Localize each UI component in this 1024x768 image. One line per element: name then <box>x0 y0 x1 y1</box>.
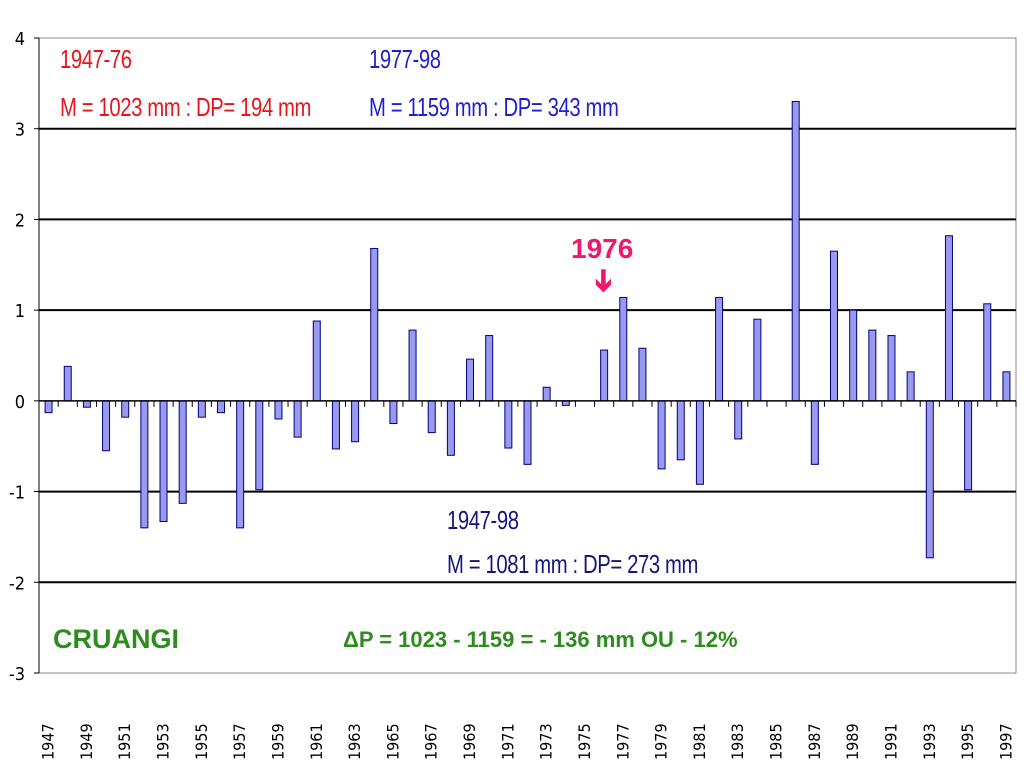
bar-1988 <box>830 250 839 402</box>
y-tick-label: -1 <box>9 483 25 504</box>
x-tick-label: 1973 <box>537 723 556 760</box>
x-tick-label: 1971 <box>498 723 517 760</box>
bar-1994 <box>944 235 953 402</box>
x-tick-label: 1997 <box>996 723 1015 760</box>
bar-1986 <box>791 101 800 402</box>
bar-1966 <box>408 329 417 402</box>
period2-stats: M = 1159 mm : DP= 343 mm <box>369 92 619 122</box>
marker-year-label: 1976 <box>571 233 634 264</box>
bar-1957 <box>236 400 245 529</box>
bar-1962 <box>331 400 340 450</box>
y-axis-ticks: 4 3 2 1 0 -1 -2 -3 <box>9 29 39 685</box>
x-tick-label: 1987 <box>805 723 824 760</box>
bar-1993 <box>925 400 934 559</box>
x-tick-label: 1967 <box>422 723 441 760</box>
period1-stats: M = 1023 mm : DP= 194 mm <box>60 92 312 122</box>
bars <box>44 101 1011 559</box>
y-tick-label: -3 <box>9 664 25 685</box>
bar-1979 <box>657 400 666 470</box>
bar-1954 <box>178 400 187 504</box>
bar-1956 <box>216 400 225 414</box>
bar-1989 <box>849 309 858 402</box>
bar-1987 <box>810 400 819 465</box>
x-tick-label: 1963 <box>345 723 364 760</box>
station-name: CRUANGI <box>53 624 179 654</box>
overall-title: 1947-98 <box>447 505 519 535</box>
bar-1965 <box>389 400 398 425</box>
x-tick-label: 1995 <box>958 723 977 760</box>
bar-1968 <box>446 400 455 456</box>
x-tick-label: 1991 <box>881 723 900 760</box>
bar-1981 <box>695 400 704 485</box>
bar-1947 <box>44 400 53 414</box>
y-tick-label: -2 <box>9 573 25 594</box>
y-tick-label: 2 <box>15 210 25 231</box>
x-tick-label: 1951 <box>115 723 134 760</box>
bar-1990 <box>868 329 877 402</box>
x-tick-label: 1953 <box>154 723 173 760</box>
bar-1976 <box>600 349 609 402</box>
bar-1984 <box>753 318 762 402</box>
bar-1997 <box>1002 371 1011 402</box>
period2-title: 1977-98 <box>369 44 441 74</box>
x-tick-label: 1965 <box>383 723 402 760</box>
bar-1970 <box>485 335 494 402</box>
x-tick-label: 1955 <box>192 723 211 760</box>
x-tick-label: 1949 <box>77 723 96 760</box>
x-tick-label: 1981 <box>690 723 709 760</box>
bar-1995 <box>964 400 973 491</box>
bar-1996 <box>983 303 992 402</box>
bar-1949 <box>82 400 91 408</box>
x-tick-label: 1961 <box>307 723 326 760</box>
bar-1978 <box>638 347 647 402</box>
x-tick-label: 1979 <box>652 723 671 760</box>
bar-1959 <box>274 400 283 420</box>
bar-1991 <box>887 335 896 402</box>
bar-1961 <box>312 320 321 402</box>
bar-1953 <box>159 400 168 523</box>
x-tick-label: 1977 <box>613 723 632 760</box>
x-tick-label: 1969 <box>460 723 479 760</box>
bar-1963 <box>351 400 360 443</box>
delta-precipitation: ΔP = 1023 - 1159 = - 136 mm OU - 12% <box>343 627 738 652</box>
bar-1967 <box>427 400 436 434</box>
overall-stats: M = 1081 mm : DP= 273 mm <box>447 549 699 579</box>
bar-1977 <box>619 296 628 402</box>
x-tick-label: 1947 <box>39 723 58 760</box>
bar-1969 <box>466 358 475 402</box>
y-tick-label: 0 <box>15 392 25 413</box>
x-tick-label: 1985 <box>767 723 786 760</box>
bar-1958 <box>255 400 264 491</box>
axes <box>38 38 1017 673</box>
bar-1983 <box>734 400 743 440</box>
x-tick-label: 1957 <box>230 723 249 760</box>
bar-1948 <box>63 365 72 402</box>
x-axis-ticks: 1947 1949 1951 1953 1955 1957 1959 1961 1963 1965… <box>39 723 1016 760</box>
bar-1972 <box>523 400 532 465</box>
x-tick-label: 1993 <box>920 723 939 760</box>
bar-1971 <box>504 400 513 449</box>
period1-title: 1947-76 <box>60 44 132 74</box>
x-tick-label: 1989 <box>843 723 862 760</box>
x-tick-label: 1983 <box>728 723 747 760</box>
y-tick-label: 4 <box>15 29 25 50</box>
bar-1951 <box>121 400 130 418</box>
bar-1980 <box>676 400 685 461</box>
bar-1952 <box>140 400 149 529</box>
y-tick-label: 1 <box>15 301 25 322</box>
bar-1950 <box>102 400 111 452</box>
gridlines <box>39 127 1016 584</box>
bar-1973 <box>542 386 551 402</box>
bar-1960 <box>293 400 302 438</box>
bar-1982 <box>715 296 724 402</box>
y-tick-label: 3 <box>15 120 25 141</box>
x-tick-label: 1975 <box>575 723 594 760</box>
bar-1992 <box>906 371 915 402</box>
x-tick-label: 1959 <box>268 723 287 760</box>
bar-1964 <box>370 247 379 402</box>
marker-arrow-icon: ➔ <box>587 268 620 294</box>
bar-1955 <box>197 400 206 418</box>
